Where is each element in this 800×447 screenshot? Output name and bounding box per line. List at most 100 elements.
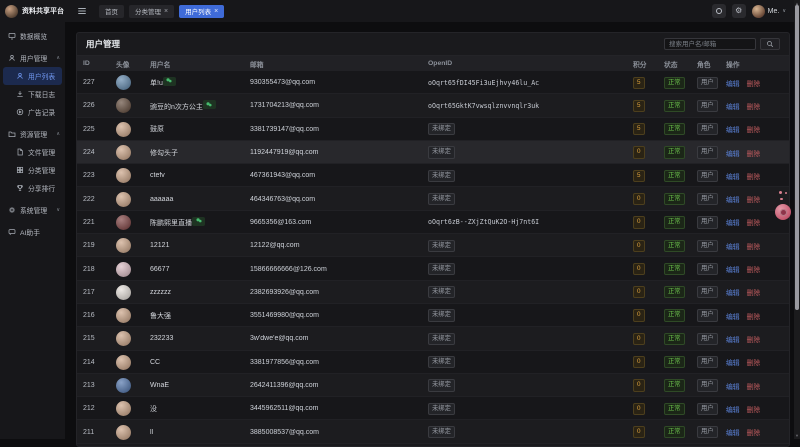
cell-username: 232233 — [144, 335, 244, 342]
tab-close-icon[interactable]: × — [164, 8, 168, 15]
delete-button[interactable]: 删除 — [747, 174, 761, 181]
sidebar-item-数据概览[interactable]: 数据概览 — [0, 27, 65, 45]
username: 单!u — [150, 78, 163, 88]
status-badge: 正常 — [664, 426, 685, 438]
status-badge: 正常 — [664, 333, 685, 345]
edit-button[interactable]: 编辑 — [726, 314, 740, 321]
edit-button[interactable]: 编辑 — [726, 151, 740, 158]
avatar — [116, 122, 131, 137]
delete-button[interactable]: 删除 — [747, 384, 761, 391]
tab-label: 分类管理 — [135, 6, 161, 16]
cell-openid: 未绑定 — [422, 426, 627, 438]
contact-fab[interactable] — [775, 204, 791, 220]
sidebar-item-文件管理[interactable]: 文件管理 — [0, 143, 65, 161]
column-header-头像: 头像 — [110, 59, 144, 69]
edit-button[interactable]: 编辑 — [726, 244, 740, 251]
delete-button[interactable]: 删除 — [747, 360, 761, 367]
cell-username: WnaE — [144, 382, 244, 389]
user-id: 211 — [83, 429, 94, 436]
points-badge: 5 — [633, 170, 645, 182]
cell-avatar — [110, 262, 144, 277]
cell-points: 0 — [627, 333, 658, 345]
cell-role: 用户 — [691, 263, 720, 275]
delete-button[interactable]: 删除 — [747, 407, 761, 414]
cell-openid: 未绑定 — [422, 170, 627, 182]
sidebar-item-label: 资源管理 — [20, 129, 47, 139]
cell-role: 用户 — [691, 193, 720, 205]
cell-username: 陈鹏熙里直播 — [144, 217, 244, 229]
edit-button[interactable]: 编辑 — [726, 81, 740, 88]
user-id: 226 — [83, 102, 95, 109]
cell-username: CC — [144, 359, 244, 366]
page-scrollbar[interactable]: ▲ ▼ — [794, 0, 800, 439]
tab-分类管理[interactable]: 分类管理× — [129, 5, 174, 18]
tab-首页[interactable]: 首页 — [99, 5, 124, 18]
tab-close-icon[interactable]: × — [214, 8, 218, 15]
email: 3w'dwe'e@qq.com — [250, 335, 308, 342]
delete-button[interactable]: 删除 — [747, 127, 761, 134]
sidebar-item-广告记录[interactable]: 广告记录 — [0, 103, 65, 121]
scroll-down-arrow-icon[interactable]: ▼ — [794, 432, 800, 439]
cell-avatar — [110, 425, 144, 440]
cell-avatar — [110, 238, 144, 253]
scrollbar-thumb[interactable] — [795, 5, 799, 310]
cell-status: 正常 — [658, 426, 691, 438]
edit-button[interactable]: 编辑 — [726, 267, 740, 274]
search-input[interactable] — [664, 38, 756, 50]
edit-button[interactable]: 编辑 — [726, 430, 740, 437]
sidebar-item-用户列表[interactable]: 用户列表 — [3, 67, 62, 85]
cell-points: 0 — [627, 379, 658, 391]
chevron-down-icon: ∨ — [56, 207, 60, 213]
edit-button[interactable]: 编辑 — [726, 174, 740, 181]
floating-widget-mini[interactable] — [778, 191, 787, 200]
delete-button[interactable]: 删除 — [747, 81, 761, 88]
edit-button[interactable]: 编辑 — [726, 290, 740, 297]
sidebar-item-用户管理[interactable]: 用户管理∧ — [0, 49, 65, 67]
cell-status: 正常 — [658, 333, 691, 345]
sidebar-item-资源管理[interactable]: 资源管理∧ — [0, 125, 65, 143]
delete-button[interactable]: 删除 — [747, 290, 761, 297]
delete-button[interactable]: 删除 — [747, 197, 761, 204]
gear-icon — [8, 206, 16, 214]
username: 66677 — [150, 266, 169, 273]
edit-button[interactable]: 编辑 — [726, 384, 740, 391]
sidebar-item-AI助手[interactable]: AI助手 — [0, 223, 65, 241]
delete-button[interactable]: 删除 — [747, 151, 761, 158]
sidebar-collapse-icon[interactable] — [73, 3, 91, 19]
search-button[interactable] — [760, 38, 780, 50]
cell-username: 鼓原 — [144, 124, 244, 134]
tab-bar: 首页分类管理×用户列表× — [99, 5, 224, 18]
role-badge: 用户 — [697, 123, 718, 135]
edit-button[interactable]: 编辑 — [726, 104, 740, 111]
user-menu[interactable]: Me. ∨ — [752, 5, 786, 18]
edit-button[interactable]: 编辑 — [726, 407, 740, 414]
delete-button[interactable]: 删除 — [747, 244, 761, 251]
sidebar-item-分享排行[interactable]: 分享排行 — [0, 179, 65, 197]
delete-button[interactable]: 删除 — [747, 267, 761, 274]
chevron-down-icon: ∨ — [782, 8, 786, 14]
edit-button[interactable]: 编辑 — [726, 337, 740, 344]
tab-label: 用户列表 — [185, 6, 211, 16]
tab-用户列表[interactable]: 用户列表× — [179, 5, 224, 18]
user-avatar — [752, 5, 765, 18]
edit-button[interactable]: 编辑 — [726, 127, 740, 134]
avatar — [116, 355, 131, 370]
column-header-邮箱: 邮箱 — [244, 59, 422, 69]
delete-button[interactable]: 删除 — [747, 104, 761, 111]
sidebar-item-系统管理[interactable]: 系统管理∨ — [0, 201, 65, 219]
sidebar-item-下载日志[interactable]: 下载日志 — [0, 85, 65, 103]
delete-button[interactable]: 删除 — [747, 314, 761, 321]
edit-button[interactable]: 编辑 — [726, 220, 740, 227]
edit-button[interactable]: 编辑 — [726, 197, 740, 204]
edit-button[interactable]: 编辑 — [726, 360, 740, 367]
sidebar-item-分类管理[interactable]: 分类管理 — [0, 161, 65, 179]
cell-status: 正常 — [658, 77, 691, 89]
delete-button[interactable]: 删除 — [747, 220, 761, 227]
fullscreen-icon[interactable] — [712, 4, 726, 18]
delete-button[interactable]: 删除 — [747, 430, 761, 437]
settings-gear-icon[interactable]: ⚙ — [732, 4, 746, 18]
delete-button[interactable]: 删除 — [747, 337, 761, 344]
